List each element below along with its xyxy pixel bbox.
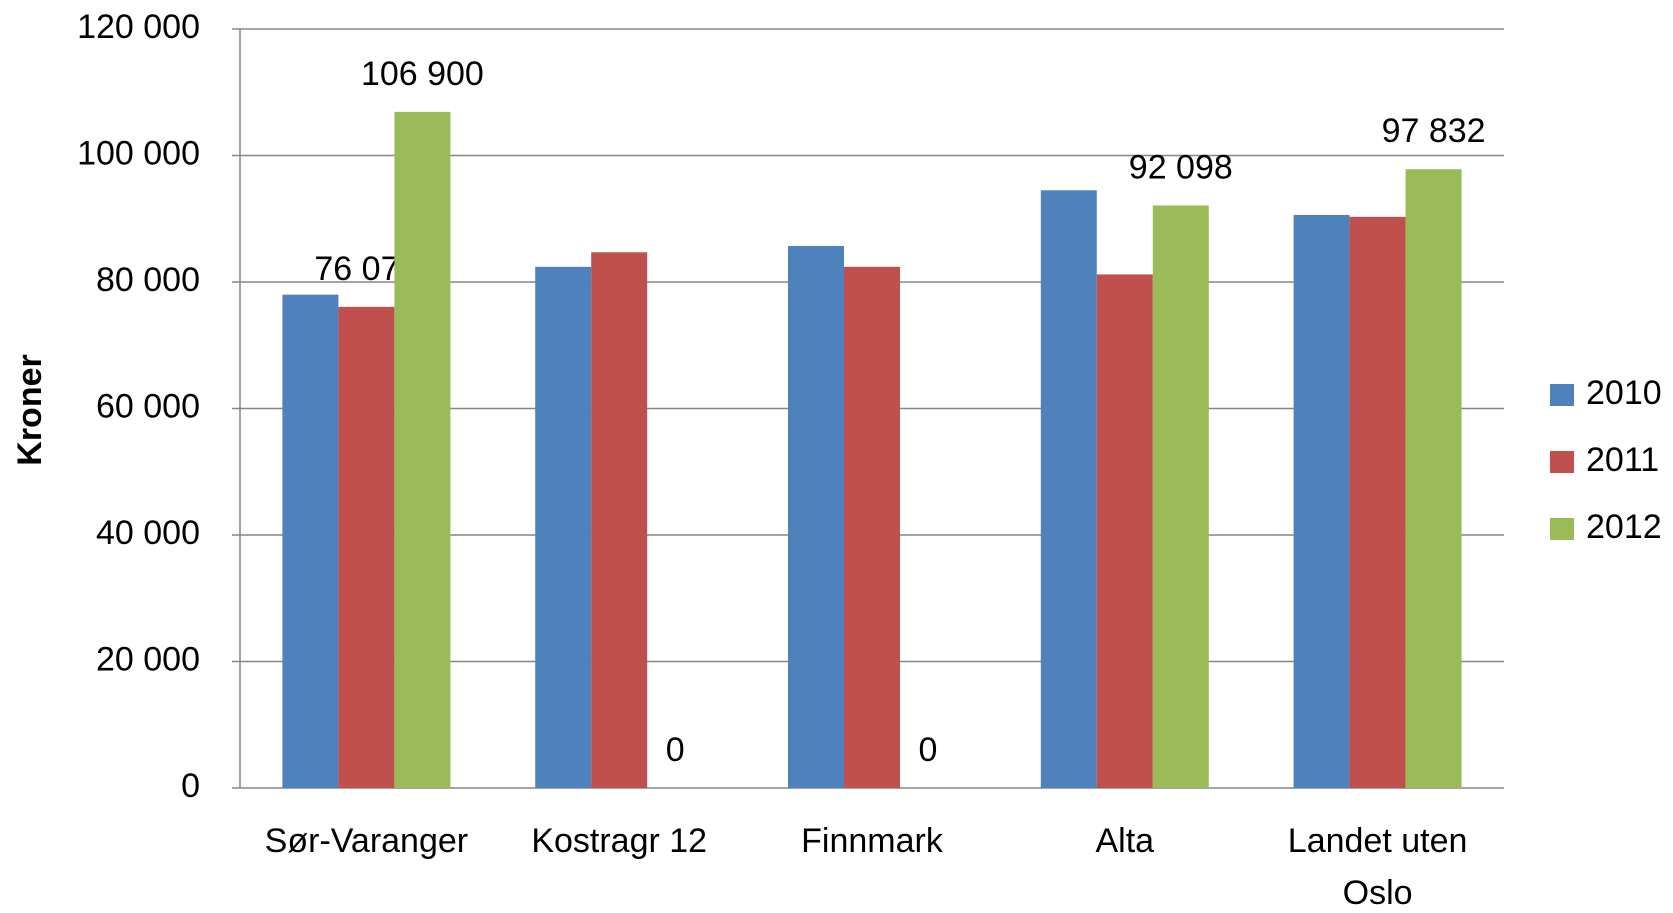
legend-swatch [1550,384,1574,406]
data-label: 106 900 [361,55,484,93]
y-tick-label: 40 000 [96,514,200,552]
x-tick-label: Kostragr 12 [531,822,707,860]
y-tick-label: 20 000 [96,640,200,678]
data-label: 92 098 [1129,148,1233,186]
legend-label: 2011 [1586,441,1659,479]
bar [1349,216,1406,789]
x-tick-label: Finnmark [801,822,944,860]
x-tick-label: Landet uten Oslo [1288,822,1468,912]
bar [1040,190,1097,789]
bar [844,266,900,788]
bar [1293,214,1350,788]
bar [1405,169,1462,789]
y-tick-label: 100 000 [77,134,200,172]
bar [788,245,844,788]
y-tick-label: 60 000 [96,387,200,425]
legend-label: 2012 [1586,508,1662,546]
y-tick-label: 80 000 [96,261,200,299]
x-tick-label: Alta [1096,822,1155,860]
bar [591,252,648,788]
bar [1096,274,1153,788]
x-tick-label: Sør-Varanger [265,822,468,860]
bar [394,111,451,789]
y-tick-label: 120 000 [77,8,200,46]
data-label: 0 [666,731,685,769]
legend-swatch [1550,518,1574,540]
legend-label: 2010 [1586,374,1662,412]
bar [338,306,395,788]
data-label: 97 832 [1382,112,1486,150]
y-tick-label: 0 [181,767,200,805]
bar [1152,205,1209,788]
bar [282,294,339,788]
bar [535,266,592,788]
y-axis-label: Kroner [11,354,49,465]
legend-swatch [1550,451,1574,473]
data-label: 0 [919,731,938,769]
